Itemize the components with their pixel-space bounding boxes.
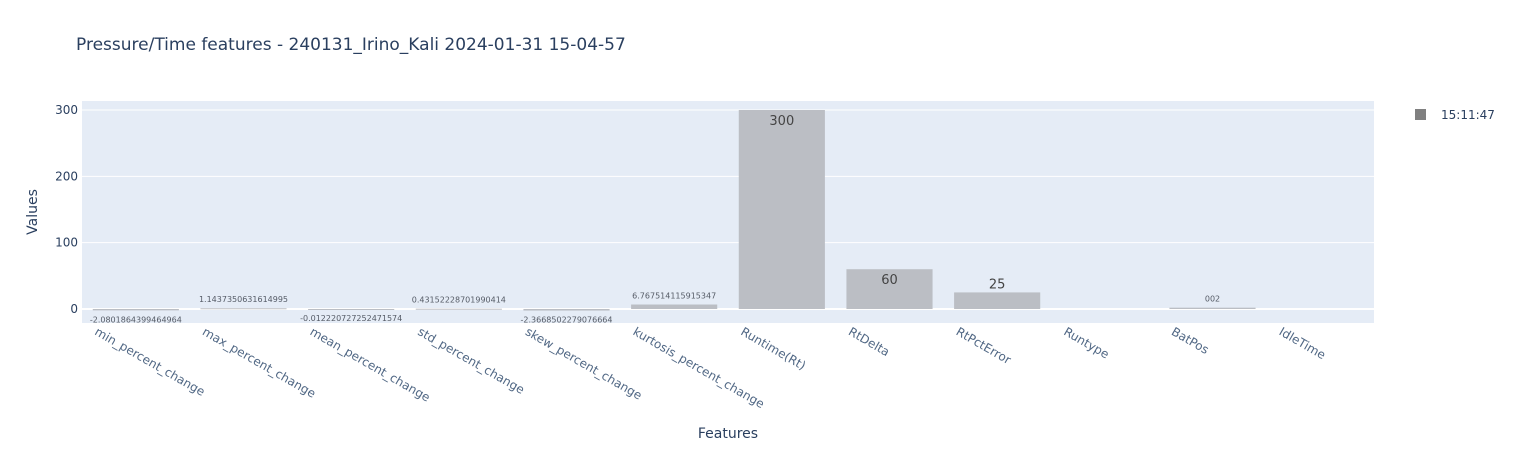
bar[interactable]: [631, 304, 718, 309]
x-tick-label: std_percent_change: [415, 324, 527, 396]
bars: [92, 110, 1256, 311]
bar-value-label: 0.43152228701990414: [412, 296, 506, 305]
bar-value-label: -2.3668502279076664: [521, 316, 613, 325]
bar-value-label: 60: [881, 273, 898, 288]
y-axis-title: Values: [25, 189, 41, 235]
x-tick-label: RtPctError: [954, 324, 1014, 367]
x-tick-label: skew_percent_change: [523, 324, 644, 402]
x-tick-label: Runtime(Rt): [738, 324, 808, 372]
y-tick-label: 200: [55, 169, 78, 183]
bar[interactable]: [846, 269, 933, 309]
bar[interactable]: [738, 110, 825, 309]
y-axis-ticks: 0 100 200 300: [55, 103, 78, 316]
bar[interactable]: [200, 308, 287, 310]
bar[interactable]: [523, 309, 610, 311]
bar-value-label: 6.767514115915347: [632, 292, 716, 301]
bar-value-label: 1.1437350631614995: [199, 295, 288, 304]
x-tick-label: BatPos: [1169, 324, 1211, 356]
legend-label[interactable]: 15:11:47: [1441, 108, 1495, 122]
x-tick-label: mean_percent_change: [308, 324, 433, 404]
bar-value-label: -2.0801864399464964: [90, 315, 182, 324]
bar-labels: -2.0801864399464964 1.1437350631614995 -0.…: [90, 114, 1220, 325]
y-tick-label: 100: [55, 236, 78, 250]
gridlines: [82, 109, 1374, 310]
bar[interactable]: [954, 292, 1041, 309]
bar[interactable]: [415, 308, 502, 310]
bar[interactable]: [308, 309, 395, 310]
bar-value-label: 300: [769, 114, 794, 129]
bar[interactable]: [1169, 307, 1256, 309]
legend-swatch[interactable]: [1415, 109, 1426, 120]
legend[interactable]: 15:11:47: [1415, 108, 1495, 122]
y-tick-label: 300: [55, 103, 78, 117]
x-tick-label: RtDelta: [846, 324, 892, 359]
chart-title: Pressure/Time features - 240131_Irino_Ka…: [76, 35, 626, 55]
bar-value-label: 25: [989, 277, 1006, 292]
x-axis-title: Features: [698, 426, 758, 442]
y-tick-label: 0: [70, 302, 78, 316]
x-tick-label: max_percent_change: [200, 324, 318, 400]
x-tick-label: IdleTime: [1277, 324, 1328, 362]
x-axis-ticks: min_percent_changemax_percent_changemean…: [92, 324, 1328, 411]
bar-value-label: 002: [1205, 295, 1220, 304]
bar[interactable]: [92, 309, 179, 311]
x-tick-label: min_percent_change: [92, 324, 207, 399]
x-tick-label: Runtype: [1061, 324, 1111, 361]
bar-value-label: -0.012220727252471574: [300, 314, 402, 323]
plot-area: [82, 101, 1374, 323]
